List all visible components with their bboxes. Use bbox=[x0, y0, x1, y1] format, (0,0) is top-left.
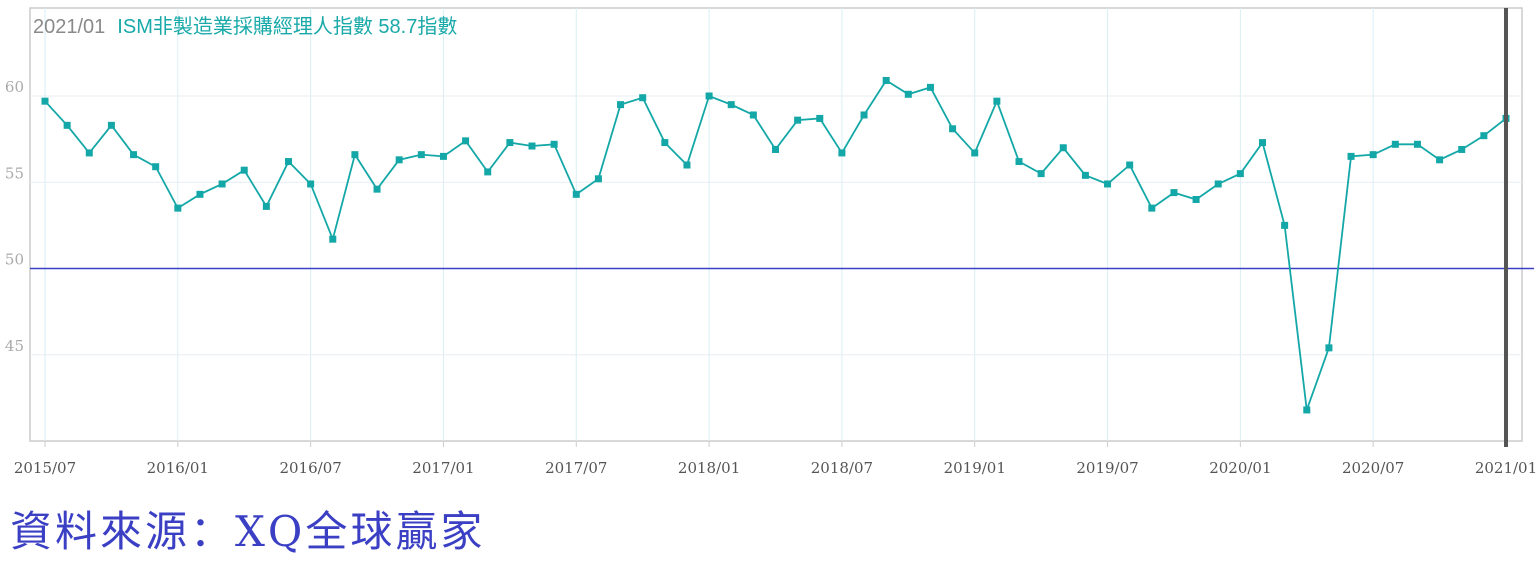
series-readout: ISM非製造業採購經理人指數 58.7指數 bbox=[117, 16, 458, 38]
data-point bbox=[1236, 170, 1244, 178]
data-point bbox=[1325, 344, 1333, 352]
data-point bbox=[484, 168, 492, 176]
data-point bbox=[594, 175, 602, 183]
data-point bbox=[218, 180, 226, 188]
data-point bbox=[1281, 221, 1289, 229]
x-tick-label: 2019/07 bbox=[1076, 459, 1138, 477]
data-point bbox=[949, 125, 957, 133]
chart-header: 2021/01 ISM非製造業採購經理人指數 58.7指數 bbox=[33, 10, 457, 39]
data-point bbox=[1214, 180, 1222, 188]
data-point bbox=[1347, 152, 1355, 160]
data-point bbox=[971, 149, 979, 157]
x-tick-label: 2017/07 bbox=[545, 459, 607, 477]
data-point bbox=[683, 161, 691, 169]
data-point bbox=[1391, 140, 1399, 148]
data-point bbox=[816, 114, 824, 122]
data-point bbox=[329, 235, 337, 243]
y-tick-label: 50 bbox=[5, 251, 24, 269]
data-point bbox=[240, 166, 248, 174]
x-tick-label: 2020/01 bbox=[1209, 459, 1271, 477]
data-point bbox=[1259, 139, 1266, 147]
data-point bbox=[307, 180, 315, 188]
data-point bbox=[727, 101, 735, 109]
data-point bbox=[705, 92, 713, 100]
data-point bbox=[196, 190, 204, 198]
data-point bbox=[772, 145, 779, 153]
y-tick-label: 60 bbox=[5, 78, 24, 96]
data-point bbox=[351, 151, 359, 159]
data-point bbox=[794, 116, 802, 124]
line-chart: 2015/07 2016/01 2016/07 2017/01 2017/07 2018/… bbox=[5, 7, 1536, 477]
data-point bbox=[882, 76, 890, 84]
cursor-date: 2021/01 bbox=[33, 16, 106, 38]
data-point bbox=[1104, 180, 1112, 188]
x-tick-label: 2021/01 bbox=[1475, 459, 1536, 477]
data-point bbox=[262, 202, 270, 210]
data-point bbox=[1126, 161, 1134, 169]
data-point bbox=[285, 158, 292, 166]
data-point bbox=[1059, 144, 1067, 152]
data-point bbox=[130, 151, 138, 159]
plot-area bbox=[29, 7, 1523, 442]
data-point bbox=[617, 101, 625, 109]
x-tick-label: 2017/01 bbox=[412, 459, 474, 477]
data-point bbox=[1081, 171, 1089, 179]
y-tick-label: 55 bbox=[5, 164, 24, 182]
y-tick-label: 45 bbox=[5, 337, 24, 355]
data-point bbox=[1480, 132, 1488, 140]
data-point bbox=[506, 139, 514, 147]
data-point bbox=[1037, 170, 1045, 178]
data-point bbox=[63, 121, 71, 129]
x-tick-label: 2015/07 bbox=[14, 459, 76, 477]
data-point bbox=[1015, 158, 1023, 166]
data-point bbox=[85, 149, 93, 157]
data-point bbox=[572, 190, 580, 198]
data-point bbox=[417, 151, 425, 159]
data-point bbox=[1148, 204, 1156, 212]
data-point bbox=[838, 149, 846, 157]
data-point bbox=[550, 140, 558, 148]
data-point bbox=[1413, 140, 1421, 148]
data-point bbox=[439, 152, 447, 160]
x-tick-label: 2020/07 bbox=[1342, 459, 1404, 477]
data-point bbox=[1369, 151, 1377, 159]
data-point bbox=[926, 83, 934, 91]
data-point bbox=[1170, 189, 1178, 197]
data-point bbox=[860, 111, 868, 119]
data-point bbox=[395, 156, 403, 164]
data-point bbox=[528, 142, 536, 150]
x-tick-label: 2018/01 bbox=[678, 459, 740, 477]
data-point bbox=[462, 137, 470, 145]
data-point bbox=[1192, 196, 1200, 203]
data-point bbox=[639, 94, 647, 102]
data-point bbox=[1303, 406, 1311, 414]
x-tick-label: 2016/01 bbox=[147, 459, 209, 477]
data-point bbox=[107, 121, 115, 129]
data-source: 資料來源：XQ全球贏家 bbox=[10, 507, 486, 556]
data-point bbox=[174, 204, 182, 212]
data-point bbox=[373, 185, 381, 193]
x-tick-label: 2018/07 bbox=[811, 459, 873, 477]
data-point bbox=[152, 163, 160, 171]
data-point bbox=[1436, 156, 1444, 164]
data-point bbox=[993, 97, 1001, 105]
data-point bbox=[1458, 145, 1466, 153]
data-point bbox=[661, 139, 669, 147]
x-tick-label: 2016/07 bbox=[279, 459, 341, 477]
x-tick-label: 2019/01 bbox=[944, 459, 1006, 477]
data-point bbox=[41, 97, 49, 105]
data-point bbox=[904, 90, 912, 98]
data-point bbox=[749, 111, 757, 119]
